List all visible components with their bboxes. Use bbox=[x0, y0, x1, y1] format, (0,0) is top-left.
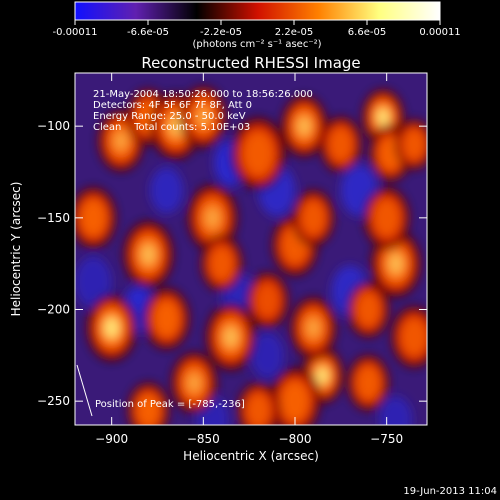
x-tick-label: −800 bbox=[279, 432, 312, 446]
info-line-time: 21-May-2004 18:50:26.000 to 18:56:26.000 bbox=[93, 89, 313, 100]
hot-spot-core bbox=[403, 128, 425, 161]
hot-spot-peak bbox=[223, 326, 239, 348]
colorbar-tick-label: 6.6e-05 bbox=[348, 27, 386, 38]
x-tick-label: −850 bbox=[187, 432, 220, 446]
colorbar-ticks: -0.00011 -6.6e-05 -2.2e-05 2.2e-05 6.6e-05 0.… bbox=[53, 20, 461, 38]
x-axis-label: Heliocentric X (arcsec) bbox=[183, 449, 319, 463]
colorbar bbox=[74, 1, 441, 21]
timestamp: 19-Jun-2013 11:04 bbox=[403, 486, 497, 497]
y-tick-label: −150 bbox=[37, 211, 70, 225]
x-tick-label: −900 bbox=[95, 432, 128, 446]
colorbar-tick-label: -2.2e-05 bbox=[200, 27, 242, 38]
hot-spot-peak bbox=[204, 206, 221, 229]
plot-area bbox=[75, 73, 427, 425]
x-axis: −900 −850 −800 −750 bbox=[95, 73, 403, 446]
heatmap-blobs bbox=[75, 85, 427, 425]
hot-spot-peak bbox=[306, 317, 321, 338]
hot-spot-core bbox=[301, 200, 326, 236]
cold-spot bbox=[379, 396, 413, 425]
hot-spot-peak bbox=[297, 116, 312, 137]
info-block: 21-May-2004 18:50:26.000 to 18:56:26.000… bbox=[93, 89, 313, 133]
hot-spot-core bbox=[153, 299, 180, 338]
hot-spot-peak bbox=[103, 316, 120, 339]
info-line-clean: Clean Total counts: 5.10E+03 bbox=[93, 122, 250, 133]
cold-spot bbox=[150, 167, 184, 214]
hot-spot-core bbox=[242, 131, 274, 177]
hot-spot-peak bbox=[196, 106, 211, 128]
peak-position-label: Position of Peak = [-785,-236] bbox=[95, 399, 245, 410]
cold-spot bbox=[251, 332, 284, 379]
hot-spot-core bbox=[356, 365, 381, 401]
hot-spot-core bbox=[246, 392, 271, 425]
colorbar-tick-label: 0.00011 bbox=[419, 27, 460, 38]
hot-spot-core bbox=[401, 317, 427, 357]
hot-spot-peak bbox=[113, 130, 128, 151]
y-tick-label: −250 bbox=[37, 394, 70, 408]
hot-spot-core bbox=[255, 282, 280, 318]
y-tick-label: −200 bbox=[37, 303, 70, 317]
hot-spot-peak bbox=[376, 107, 390, 127]
colorbar-tick-label: -0.00011 bbox=[53, 27, 98, 38]
hot-spot-peak bbox=[316, 366, 329, 385]
hot-spot-peak bbox=[168, 115, 184, 138]
info-line-detectors: Detectors: 4F 5F 6F 7F 8F, Att 0 bbox=[93, 100, 252, 111]
peak-pointer-line bbox=[76, 364, 93, 417]
hot-spot-core bbox=[136, 392, 161, 425]
colorbar-tick-label: 2.2e-05 bbox=[275, 27, 313, 38]
cold-spot bbox=[75, 256, 112, 308]
y-tick-label: −100 bbox=[37, 119, 70, 133]
hot-spot-peak bbox=[388, 252, 404, 275]
hot-spot-core bbox=[80, 198, 107, 237]
hot-spot-core bbox=[328, 127, 353, 162]
info-line-energy: Energy Range: 25.0 - 50.0 keV bbox=[93, 111, 246, 122]
y-axis: −100 −150 −200 −250 bbox=[37, 119, 427, 408]
hot-spot-peak bbox=[187, 372, 202, 393]
hot-spot-core bbox=[373, 198, 400, 237]
plot-frame bbox=[74, 72, 428, 426]
hot-spot-peak bbox=[140, 243, 157, 266]
colorbar-tick-label: -6.6e-05 bbox=[127, 27, 169, 38]
y-axis-label: Heliocentric Y (arcsec) bbox=[9, 182, 23, 317]
x-tick-label: −750 bbox=[370, 432, 403, 446]
chart-title: Reconstructed RHESSI Image bbox=[141, 54, 360, 72]
hot-spot-core bbox=[280, 380, 310, 423]
hot-spot-core bbox=[209, 246, 234, 282]
hot-spot-core bbox=[356, 292, 381, 327]
colorbar-units: (photons cm⁻² s⁻¹ asec⁻²) bbox=[192, 39, 321, 50]
